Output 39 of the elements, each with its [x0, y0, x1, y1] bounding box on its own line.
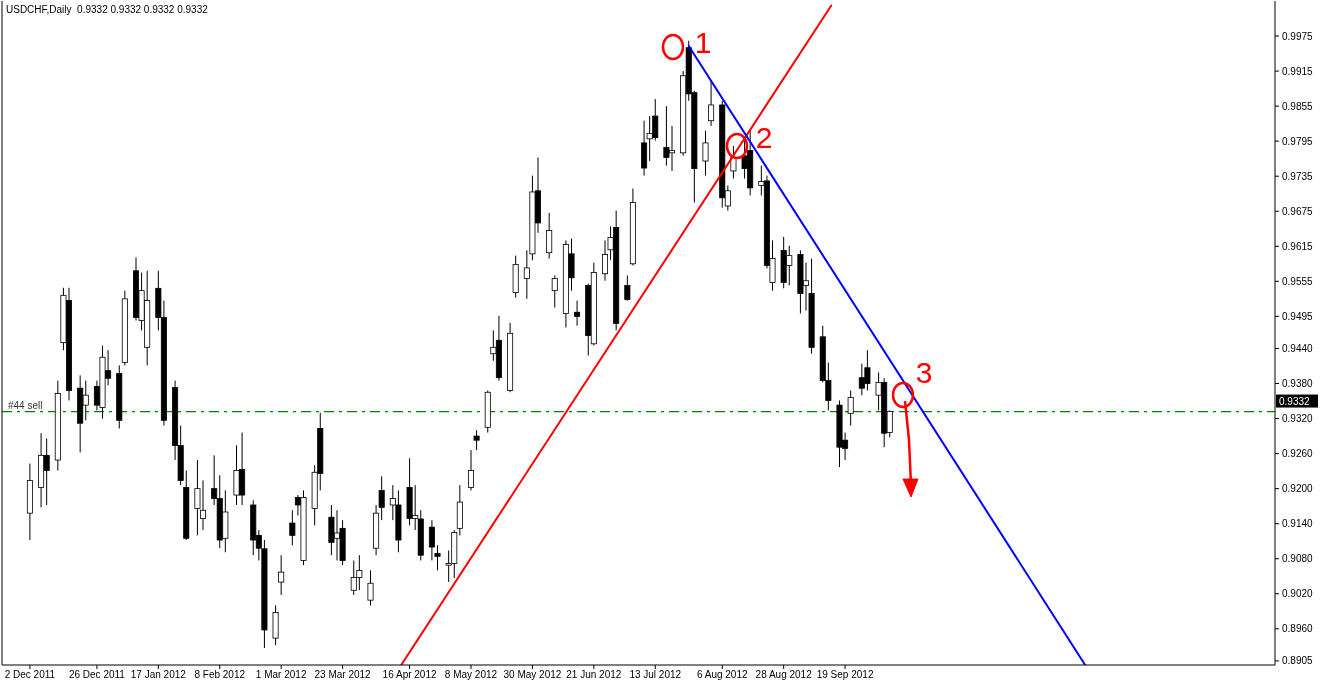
y-tick-label: 0.9495 — [1282, 310, 1314, 322]
y-tick-label: 0.9855 — [1282, 100, 1314, 112]
x-tick-label: 19 Sep 2012 — [816, 669, 874, 680]
y-tick-label: 0.9380 — [1282, 378, 1314, 390]
x-tick-label: 17 Jan 2012 — [130, 669, 187, 680]
y-tick-label: 0.9555 — [1282, 275, 1314, 287]
y-tick-label: 0.9320 — [1282, 413, 1314, 425]
x-tick-label: 8 Feb 2012 — [194, 669, 246, 680]
x-tick-label: 21 Jun 2012 — [566, 669, 622, 680]
x-tick-label: 8 May 2012 — [444, 669, 498, 680]
annotation: 3 — [915, 355, 933, 389]
y-tick-label: 0.9975 — [1282, 30, 1314, 42]
y-tick-label: 0.9080 — [1282, 553, 1314, 565]
y-tick-label: 0.9795 — [1282, 135, 1314, 147]
x-tick-label: 1 Mar 2012 — [255, 669, 307, 680]
annotation: 2 — [755, 120, 773, 154]
y-tick-label: 0.9915 — [1282, 65, 1314, 77]
x-tick-label: 16 Apr 2012 — [382, 669, 437, 680]
y-tick-label: 0.9615 — [1282, 240, 1314, 252]
x-tick-label: 30 May 2012 — [503, 669, 562, 680]
text: 0.9332 — [1279, 395, 1311, 407]
annotation: 1 — [694, 25, 712, 59]
ref-line-label: #44 sell — [8, 399, 43, 411]
y-tick-label: 0.9020 — [1282, 588, 1314, 600]
y-tick-label: 0.8960 — [1282, 623, 1314, 635]
x-tick-label: 13 Jul 2012 — [629, 669, 682, 680]
x-tick-label: 26 Dec 2011 — [68, 669, 126, 680]
y-tick-label: 0.9735 — [1282, 170, 1314, 182]
x-tick-label: 2 Dec 2011 — [4, 669, 56, 680]
x-tick-label: 23 Mar 2012 — [314, 669, 372, 680]
y-tick-label: 0.9200 — [1282, 483, 1314, 495]
y-tick-label: 0.9675 — [1282, 205, 1314, 217]
x-tick-label: 28 Aug 2012 — [755, 669, 813, 680]
x-tick-label: 6 Aug 2012 — [696, 669, 748, 680]
y-tick-label: 0.9440 — [1282, 342, 1314, 354]
y-tick-label: 0.9140 — [1282, 518, 1314, 530]
y-tick-label: 0.9260 — [1282, 448, 1314, 460]
chart-title: USDCHF,Daily 0.9332 0.9332 0.9332 0.9332 — [6, 4, 209, 15]
y-tick-label: 0.8905 — [1282, 655, 1314, 667]
